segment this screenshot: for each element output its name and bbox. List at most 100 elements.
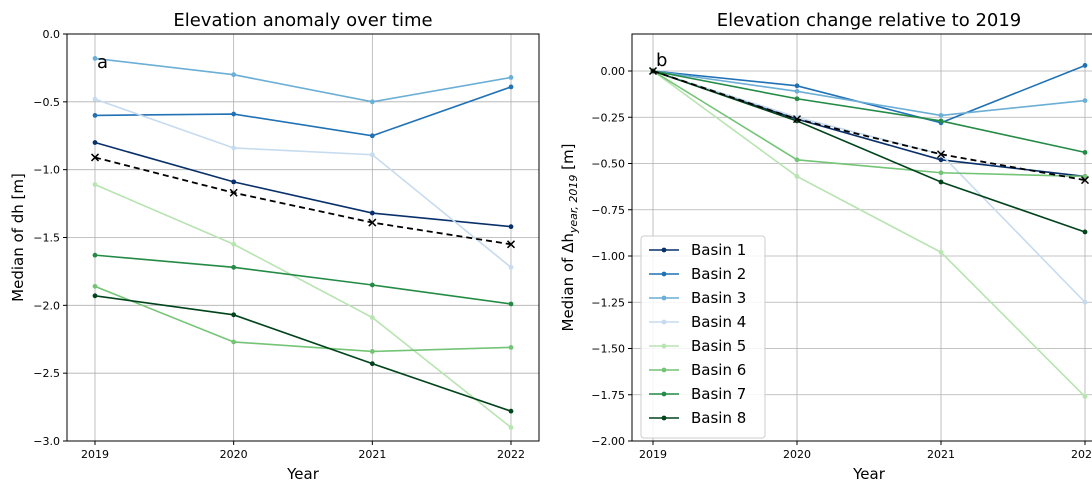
p2-series-basin-3-point — [1082, 98, 1088, 103]
p2-series-basin-7-point — [938, 118, 944, 124]
p1-series-basin-8-point — [508, 408, 514, 414]
p2-y-tick-label: −0.75 — [591, 204, 625, 217]
p1-series-basin-8-point — [92, 293, 98, 299]
p2-series-basin-7-point — [1082, 150, 1088, 155]
p1-series-basin-8-point — [369, 361, 375, 367]
p1-x-tick-label: 2019 — [81, 448, 109, 461]
p2-series-basin-2-point — [794, 83, 800, 89]
p1-series-basin-4-point — [92, 96, 98, 102]
p1-series-basin-5-point — [369, 315, 375, 320]
p2-series-median-point — [936, 150, 946, 159]
p2-legend-basin-5-marker — [661, 343, 667, 349]
p1-series-basin-3-point — [369, 99, 375, 105]
p1-series-basin-6-point — [508, 344, 514, 350]
p1-series-basin-8-line — [94, 295, 512, 412]
p2-legend-basin-4-marker — [661, 319, 667, 325]
p1-series-median-point — [506, 240, 516, 249]
p1-series-basin-2-line — [94, 86, 512, 137]
p1-series-basin-2-point — [92, 113, 98, 118]
p1-chart-title: Elevation anomaly over time — [173, 10, 432, 31]
p1-series-basin-4-point — [508, 264, 514, 270]
p2-series-median-point — [648, 66, 658, 76]
p1-chart: 0.0 −0.5 −1.0 −1.5 −2.0 −2.5 −3.0 2019 2020 2021 2… — [9, 10, 540, 483]
p2-x-axis-label: Year — [852, 465, 886, 483]
p1-series-basin-4-point — [369, 152, 375, 158]
p2-chart: 0.00 −0.25 −0.50 −0.75 −1.00 −1.25 −1.50 −1.75 −… — [559, 10, 1092, 483]
p2-legend-basin-8-label: Basin 8 — [691, 409, 746, 427]
p1-y-tick-label: 0.0 — [43, 28, 61, 41]
p1-panel-label: a — [97, 52, 108, 73]
p1-series-basin-3-point — [92, 56, 98, 61]
p1-y-tick-label: −1.0 — [33, 164, 60, 177]
p1-series-basin-7-point — [231, 264, 237, 270]
p1-series-median-point — [368, 218, 377, 227]
p2-series-basin-7-line — [652, 70, 1086, 154]
p1-series-basin-7-point — [369, 282, 375, 288]
p1-series-basin-2-point — [231, 111, 237, 117]
p1-series-basin-7-line — [94, 254, 512, 305]
p1-y-tick-label: −2.0 — [33, 299, 60, 312]
p2-y-tick-label: −2.00 — [591, 435, 625, 448]
p1-y-tick-label: −0.5 — [33, 96, 60, 109]
p1-y-tick-label: −3.0 — [33, 435, 60, 448]
p2-y-axis-label: Median of Δhyear, 2019 [m] — [559, 144, 580, 332]
p1-series-basin-5-point — [231, 241, 237, 247]
p1-series-median-point — [90, 153, 100, 162]
p1-series-basin-6-point — [231, 339, 237, 345]
p2-chart-title: Elevation change relative to 2019 — [717, 10, 1022, 31]
p1-series-basin-3-point — [508, 75, 514, 80]
p2-y-tick-label: −0.50 — [591, 158, 625, 171]
p1-x-tick-label: 2022 — [497, 448, 525, 461]
p2-legend-basin-1-label: Basin 1 — [691, 241, 746, 259]
p2-series-basin-2-line — [652, 64, 1086, 124]
p2-series-basin-3-point — [794, 88, 800, 94]
p1-y-axis-label: Median of dh [m] — [9, 173, 27, 302]
p2-panel-label: b — [656, 50, 667, 71]
p2-legend-basin-2-marker — [661, 271, 667, 277]
p1-series-basin-2-point — [508, 84, 514, 90]
p1-series-basin-1-point — [369, 210, 375, 216]
p2-series-basin-7-point — [794, 96, 800, 102]
p2-legend-basin-6-label: Basin 6 — [691, 361, 746, 379]
p1-series-basin-7-point — [508, 301, 514, 307]
p1-series-basin-8-point — [231, 312, 237, 318]
p2-y-tick-label: −1.75 — [591, 389, 625, 402]
p1-x-tick-label: 2020 — [220, 448, 248, 461]
p2-series-median-point — [1080, 176, 1090, 185]
p2-legend-basin-2-label: Basin 2 — [691, 265, 746, 283]
p1-series-median-line — [94, 156, 512, 246]
p2-series-basin-3-line — [652, 70, 1086, 117]
p2-series-basin-3-point — [938, 113, 944, 118]
p2-x-tick-label: 2022 — [1071, 448, 1092, 461]
p2-series-basin-6-point — [938, 170, 944, 176]
p2-legend-basin-5-label: Basin 5 — [691, 337, 746, 355]
p2-y-tick-label: −1.00 — [591, 250, 625, 263]
p2-series-median-point — [792, 115, 802, 124]
p2-legend-basin-3-label: Basin 3 — [691, 289, 746, 307]
p2-series-group — [648, 63, 1090, 399]
p2-y-tick-label: −1.50 — [591, 343, 625, 356]
p1-series-basin-1-point — [508, 224, 514, 230]
p1-series-basin-1-point — [231, 179, 237, 185]
p1-series-basin-3-line — [94, 57, 512, 103]
p1-y-tick-label: −2.5 — [33, 367, 60, 380]
p1-series-basin-1-line — [94, 141, 512, 228]
p2-series-basin-4-point — [1082, 299, 1088, 305]
p1-series-basin-7-point — [92, 252, 98, 258]
p1-series-basin-1-point — [92, 140, 98, 145]
p1-series-basin-5-line — [94, 183, 512, 429]
p1-x-tick-label: 2021 — [358, 448, 386, 461]
p2-x-tick-label: 2019 — [639, 448, 667, 461]
p2-series-basin-1-line — [652, 70, 1086, 178]
p2-legend-basin-1-marker — [661, 247, 667, 253]
p1-series-basin-5-point — [92, 182, 98, 187]
p1-series-basin-4-point — [231, 145, 237, 151]
p1-x-axis-label: Year — [286, 465, 320, 483]
p2-legend: Basin 1 Basin 2 Basin 3 Basin 4 Basin 5 Basin… — [640, 235, 766, 439]
p2-legend-basin-7-label: Basin 7 — [691, 385, 746, 403]
p2-series-basin-6-line — [652, 70, 1086, 178]
p1-series-basin-6-point — [92, 283, 98, 289]
p1-y-tick-label: −1.5 — [33, 232, 60, 245]
p2-legend-basin-3-marker — [661, 295, 667, 301]
p2-y-tick-label: 0.00 — [601, 65, 626, 78]
